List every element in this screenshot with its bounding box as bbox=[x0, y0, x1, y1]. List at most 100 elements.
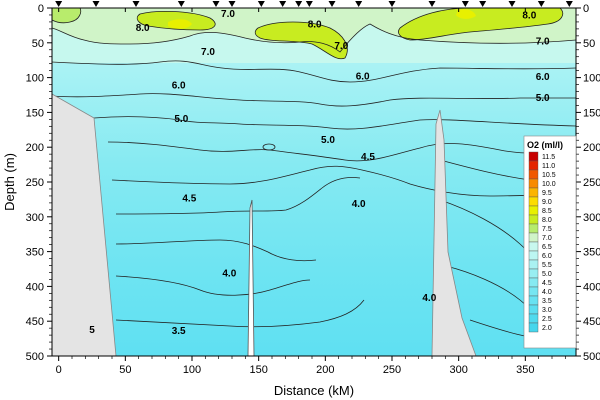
legend-label: 10.0 bbox=[542, 181, 556, 188]
contour-line-8-west bbox=[52, 8, 82, 24]
y-tick-label-right: 0 bbox=[583, 3, 589, 15]
legend-swatch bbox=[528, 268, 539, 279]
station-marker bbox=[479, 1, 487, 7]
contour-lines bbox=[52, 8, 576, 347]
legend-swatch bbox=[528, 205, 539, 216]
contour-label: 5 bbox=[89, 325, 95, 336]
seamount-narrow bbox=[247, 199, 255, 356]
contour-label: 6.0 bbox=[356, 72, 370, 83]
station-marker bbox=[388, 1, 396, 7]
legend-label: 11.0 bbox=[542, 163, 555, 170]
y-tick-label-right: 450 bbox=[583, 316, 600, 328]
contour-eddy bbox=[262, 143, 276, 151]
ridge-east bbox=[431, 109, 477, 356]
contour-label: 7.0 bbox=[334, 41, 348, 52]
legend-label: 2.0 bbox=[542, 325, 552, 332]
legend-label: 5.0 bbox=[542, 271, 552, 278]
legend-label: 8.5 bbox=[542, 208, 552, 215]
station-marker bbox=[508, 1, 516, 7]
station-marker bbox=[132, 1, 140, 7]
x-tick-label: 100 bbox=[183, 364, 201, 376]
y-tick-label-right: 50 bbox=[583, 38, 595, 50]
contour-line-6-upper bbox=[52, 60, 576, 83]
station-marker bbox=[355, 1, 363, 7]
contour-label: 3.5 bbox=[172, 326, 186, 337]
legend-swatch bbox=[528, 241, 539, 252]
y-tick-label: 100 bbox=[26, 73, 44, 85]
x-tick-label: 300 bbox=[449, 364, 467, 376]
contour-label: 6.0 bbox=[172, 81, 186, 92]
legend-label: 10.5 bbox=[542, 172, 556, 179]
y-tick-label-right: 150 bbox=[583, 107, 600, 119]
legend-swatch bbox=[528, 187, 539, 198]
legend-label: 5.5 bbox=[542, 262, 552, 269]
legend-swatch bbox=[528, 214, 539, 225]
contour-line-6 bbox=[52, 93, 576, 107]
contour-line-5 bbox=[107, 141, 576, 162]
station-markers bbox=[55, 1, 573, 7]
legend-swatch bbox=[528, 169, 539, 180]
contour-line-7 bbox=[52, 23, 576, 53]
contour-label: 8.0 bbox=[522, 10, 536, 21]
contour-label: 7.0 bbox=[201, 47, 215, 58]
station-marker bbox=[461, 1, 469, 7]
legend-label: 7.0 bbox=[542, 235, 552, 242]
station-marker bbox=[228, 1, 236, 7]
contour-line-35 bbox=[115, 299, 365, 328]
contour-line-8-center bbox=[136, 10, 216, 31]
y-tick-label-right: 200 bbox=[583, 142, 600, 154]
legend-swatch bbox=[528, 160, 539, 171]
legend-label: 6.5 bbox=[542, 244, 552, 251]
station-marker bbox=[55, 1, 63, 7]
y-axis-title: Depth (m) bbox=[2, 153, 17, 211]
legend-label: 9.5 bbox=[542, 190, 552, 197]
contour-line-4-deep bbox=[115, 239, 317, 262]
y-tick-label-right: 400 bbox=[583, 281, 600, 293]
y-axis-left: 0 50 100 150 200 250 300 350 400 450 500 bbox=[26, 3, 52, 363]
x-axis-title: Distance (kM) bbox=[274, 383, 354, 398]
legend-swatch bbox=[528, 151, 539, 162]
legend-swatch bbox=[528, 259, 539, 270]
y-axis-right: 0 50 100 150 200 250 300 350 400 450 500 bbox=[576, 3, 600, 363]
contour-line-55 bbox=[93, 116, 576, 130]
station-marker bbox=[328, 1, 336, 7]
legend-swatch bbox=[528, 196, 539, 207]
contour-label: 8.0 bbox=[136, 23, 150, 34]
contour-label: 6.0 bbox=[536, 72, 550, 83]
y-tick-label: 0 bbox=[38, 3, 44, 15]
y-tick-label: 200 bbox=[26, 142, 44, 154]
legend: O2 (ml/l) 11.5 11.0 10.5 10.0 9.5 9.0 8.5 8.0 7.… bbox=[523, 135, 577, 349]
y-tick-label: 50 bbox=[32, 38, 44, 50]
y-tick-label: 400 bbox=[26, 281, 44, 293]
band-85-fill-east bbox=[456, 9, 476, 19]
x-tick-label: 350 bbox=[516, 364, 534, 376]
legend-label: 3.0 bbox=[542, 307, 552, 314]
y-tick-label: 250 bbox=[26, 177, 44, 189]
legend-title: O2 (ml/l) bbox=[527, 140, 563, 150]
y-tick-label-right: 500 bbox=[583, 351, 600, 363]
contour-line-45 bbox=[115, 177, 361, 215]
y-tick-label: 150 bbox=[26, 107, 44, 119]
legend-swatch bbox=[528, 313, 539, 324]
contour-line-45-upper bbox=[111, 165, 576, 197]
station-marker bbox=[295, 1, 303, 7]
contour-label: 4.5 bbox=[182, 193, 196, 204]
station-marker bbox=[177, 1, 185, 7]
legend-label: 3.5 bbox=[542, 298, 552, 305]
legend-label: 7.5 bbox=[542, 226, 552, 233]
y-tick-label: 300 bbox=[26, 212, 44, 224]
legend-label: 11.5 bbox=[542, 154, 555, 161]
station-marker bbox=[279, 1, 287, 7]
y-tick-label: 350 bbox=[26, 247, 44, 259]
contour-label: 7.0 bbox=[221, 9, 235, 20]
station-marker bbox=[537, 1, 545, 7]
contour-line-4 bbox=[115, 275, 311, 296]
x-tick-label: 50 bbox=[119, 364, 131, 376]
contour-label: 5.0 bbox=[174, 114, 188, 125]
band-85-fill bbox=[168, 19, 192, 29]
legend-label: 6.0 bbox=[542, 253, 552, 260]
station-marker bbox=[565, 1, 573, 7]
contour-label: 8.0 bbox=[308, 19, 322, 30]
legend-label: 8.0 bbox=[542, 217, 552, 224]
contour-label: 4.0 bbox=[422, 293, 436, 304]
